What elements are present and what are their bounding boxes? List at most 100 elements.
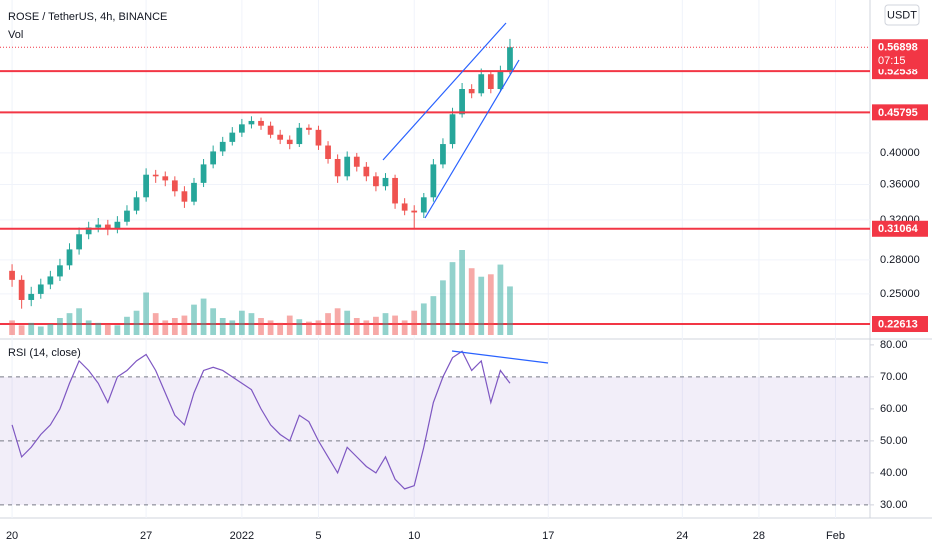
volume-bar xyxy=(133,310,140,335)
candle-body xyxy=(219,141,226,152)
chart-title: ROSE / TetherUS, 4h, BINANCE xyxy=(8,11,167,23)
volume-title: Vol xyxy=(8,29,23,41)
candle-body xyxy=(334,158,341,177)
candle-body xyxy=(267,125,274,135)
x-tick-label: 20 xyxy=(6,530,18,542)
volume-bar xyxy=(420,303,427,335)
volume-bar xyxy=(487,274,494,335)
volume-bar xyxy=(57,318,63,335)
x-tick-label: Feb xyxy=(826,530,845,542)
candle-body xyxy=(392,177,398,204)
candle-body xyxy=(286,139,293,145)
candle-body xyxy=(507,47,513,72)
last-price-box xyxy=(872,39,928,70)
rsi-tick-label: 40.00 xyxy=(880,467,908,479)
candle-body xyxy=(411,210,418,213)
level-label: 0.31064 xyxy=(878,223,919,235)
y-tick-label: 0.28000 xyxy=(880,254,920,266)
candle-body xyxy=(459,89,465,115)
volume-bar xyxy=(306,321,312,335)
candle-body xyxy=(363,166,370,177)
candle-body xyxy=(76,234,82,250)
candle-body xyxy=(497,71,504,90)
volume-bar xyxy=(401,320,408,335)
candle-body xyxy=(440,144,446,165)
candle-body xyxy=(487,74,494,90)
volume-bar xyxy=(507,286,513,335)
volume-bar xyxy=(47,324,54,335)
volume-bar xyxy=(296,319,303,335)
candle-body xyxy=(430,164,437,198)
candle-body xyxy=(37,284,44,294)
candle-body xyxy=(468,89,475,94)
volume-bar xyxy=(171,318,178,335)
candle-body xyxy=(344,156,351,177)
candle-body xyxy=(353,156,360,167)
volume-bar xyxy=(325,313,331,335)
candle-body xyxy=(325,145,331,159)
rsi-tick-label: 80.00 xyxy=(880,339,908,351)
candle-body xyxy=(229,132,236,142)
volume-bar xyxy=(200,298,207,335)
candle-body xyxy=(248,120,255,125)
level-label: 0.45795 xyxy=(878,107,918,119)
x-tick-label: 27 xyxy=(140,530,152,542)
candle-body xyxy=(143,174,149,198)
candle-body xyxy=(200,164,207,183)
candle-body xyxy=(306,127,312,130)
volume-bar xyxy=(238,310,245,335)
candle-body xyxy=(420,197,427,213)
volume-bar xyxy=(258,318,264,335)
labels: 20 27 2022 5 10 17 24 28 Feb0.250000.280000.3200… xyxy=(6,39,928,542)
channel-lower xyxy=(424,59,520,219)
volume-bar xyxy=(315,320,322,335)
rsi-tick-label: 60.00 xyxy=(880,403,908,415)
x-tick-label: 28 xyxy=(753,530,765,542)
rsi-tick-label: 50.00 xyxy=(880,435,908,447)
candle-body xyxy=(9,270,15,280)
volume-bar xyxy=(37,326,44,335)
rsi-trendline xyxy=(451,350,549,364)
volume-bar xyxy=(468,268,475,335)
volume-bar xyxy=(114,325,121,335)
candle-body xyxy=(373,176,379,187)
level-label-box xyxy=(872,104,928,121)
volume-bar xyxy=(181,315,188,335)
currency-box[interactable] xyxy=(884,4,920,26)
x-tick-label: 5 xyxy=(315,530,321,542)
channel-upper xyxy=(382,22,507,161)
candle-body xyxy=(191,182,197,202)
volume-bar xyxy=(124,316,130,335)
candle-body xyxy=(162,176,169,181)
candle-body xyxy=(114,221,121,230)
candle-body xyxy=(47,276,54,285)
currency[interactable]: USDT xyxy=(887,9,917,21)
volume-bar xyxy=(497,264,504,335)
rsi-tick-label: 70.00 xyxy=(880,371,908,383)
countdown: 07:15 xyxy=(878,55,906,67)
candle-body xyxy=(382,177,389,187)
volume-bar xyxy=(104,324,111,335)
volume-bar xyxy=(66,313,73,335)
volume-bar xyxy=(392,315,398,335)
candle-body xyxy=(296,127,303,145)
volume-bar xyxy=(95,322,102,335)
candle-body xyxy=(28,293,35,300)
rsi-title: RSI (14, close) xyxy=(8,347,81,359)
volume-bar xyxy=(353,318,360,335)
volume-bar xyxy=(449,262,456,335)
x-tick-label: 10 xyxy=(408,530,420,542)
volume-bar xyxy=(344,310,351,335)
volume-bar xyxy=(162,320,169,335)
candle-body xyxy=(478,74,485,94)
candle-body xyxy=(238,124,245,133)
volume-bar xyxy=(18,325,25,335)
candle-body xyxy=(85,227,92,235)
level-label: 0.22613 xyxy=(878,318,918,330)
volume-bar xyxy=(28,322,35,335)
volume-bar xyxy=(334,308,341,335)
candle-body xyxy=(57,265,63,277)
volume-bar xyxy=(9,320,15,335)
